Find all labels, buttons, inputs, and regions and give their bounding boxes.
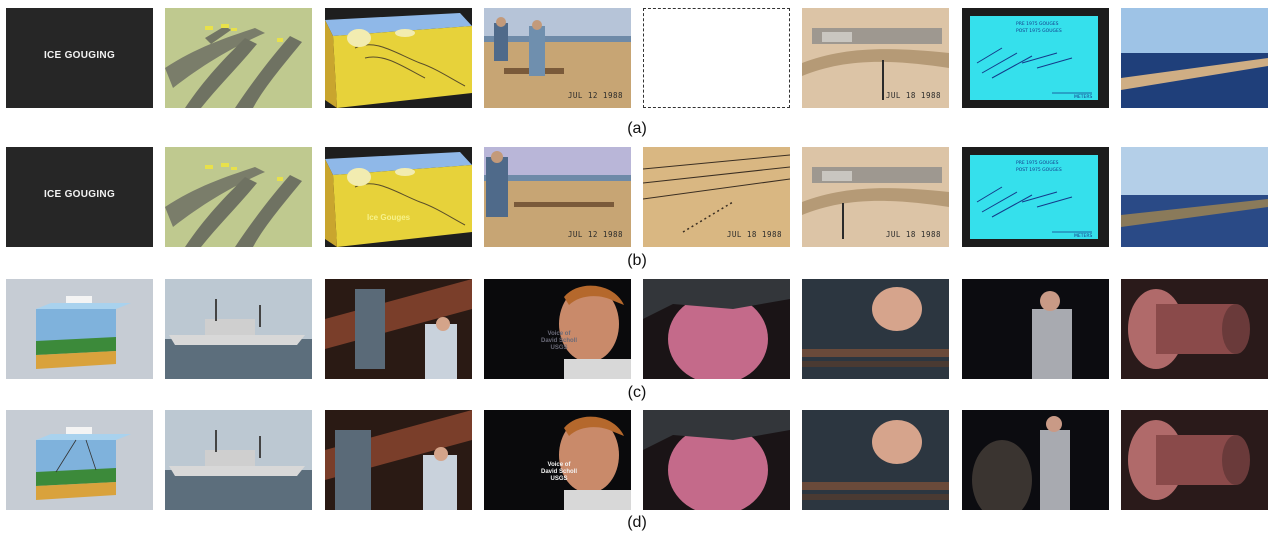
frame-c6-hand-closeup [802, 279, 949, 379]
legend-post: POST 1975 GOUGES [1016, 168, 1062, 173]
frame-d3-deck-crew [325, 410, 472, 510]
frame-d2-research-ship [165, 410, 312, 510]
voice-line3: USGS [550, 476, 568, 482]
frame-d1-ship-block-diagram [6, 410, 153, 510]
frame-d4-portrait: Voice of David Scholl USGS [484, 410, 631, 510]
frame-a1-title-card: ICE GOUGING [6, 8, 153, 108]
voice-line1: Voice of [547, 331, 571, 337]
frame-c1-ship-block-diagram [6, 279, 153, 379]
frame-c3-deck-crew [325, 279, 472, 379]
title-card-text: ICE GOUGING [43, 50, 116, 61]
date-stamp-jul12: JUL 12 1988 [567, 230, 623, 239]
legend-post: POST 1975 GOUGES [1016, 29, 1062, 34]
frame-c4-portrait: Voice of David Scholl USGS [484, 279, 631, 379]
voice-credit-bright: Voice of David Scholl USGS [524, 462, 594, 483]
caption-b: (b) [627, 252, 647, 269]
caption-c: (c) [627, 384, 647, 401]
legend-pre: PRE 1975 GOUGES [1016, 22, 1059, 27]
frame-b2-seafloor-map [165, 147, 312, 247]
frame-a6-gouge-channel: JUL 18 1988 [802, 8, 949, 108]
frame-d7-two-men-night [962, 410, 1109, 510]
caption-d: (d) [627, 514, 647, 531]
frame-a3-ice-block-diagram [325, 8, 472, 108]
frame-a2-seafloor-map [165, 8, 312, 108]
date-stamp-jul12: JUL 12 1988 [567, 91, 623, 100]
legend-meters: METERS [1074, 234, 1093, 239]
frame-b8-coastline [1121, 147, 1268, 247]
voice-line2: David Scholl [540, 469, 577, 475]
date-stamp-jul18: JUL 18 1988 [885, 91, 941, 100]
date-stamp-jul18: JUL 18 1988 [726, 230, 782, 239]
title-card-text: ICE GOUGING [43, 189, 116, 200]
frame-b1-title-card: ICE GOUGING [6, 147, 153, 247]
frame-d8-winch [1121, 410, 1268, 510]
frame-d5-face-closeup [643, 410, 790, 510]
legend-pre: PRE 1975 GOUGES [1016, 161, 1059, 166]
frame-d6-hand-closeup [802, 410, 949, 510]
frame-b3-ice-block-diagram: Ice Gouges [325, 147, 472, 247]
frame-b5-sand-wires: JUL 18 1988 [643, 147, 790, 247]
voice-credit-dim: Voice of David Scholl USGS [524, 331, 594, 352]
voice-line2: David Scholl [540, 338, 577, 344]
frame-c7-man-night [962, 279, 1109, 379]
voice-line3: USGS [550, 345, 568, 351]
frame-a5-missing [643, 8, 790, 108]
ice-gouges-label: Ice Gouges [367, 213, 411, 222]
date-stamp-jul18: JUL 18 1988 [885, 230, 941, 239]
frame-c2-research-ship [165, 279, 312, 379]
frame-c5-face-closeup [643, 279, 790, 379]
legend-meters: METERS [1074, 95, 1093, 100]
frame-b4-beach-worker: JUL 12 1988 [484, 147, 631, 247]
frame-a8-coastline [1121, 8, 1268, 108]
frame-a4-beach-workers: JUL 12 1988 [484, 8, 631, 108]
frame-b7-gouge-map: PRE 1975 GOUGES POST 1975 GOUGES METERS [962, 147, 1109, 247]
frame-a7-gouge-map: PRE 1975 GOUGES POST 1975 GOUGES METERS [962, 8, 1109, 108]
frame-b6-gouge-channel: JUL 18 1988 [802, 147, 949, 247]
caption-a: (a) [627, 120, 647, 137]
frame-c8-winch [1121, 279, 1268, 379]
voice-line1: Voice of [547, 462, 571, 468]
